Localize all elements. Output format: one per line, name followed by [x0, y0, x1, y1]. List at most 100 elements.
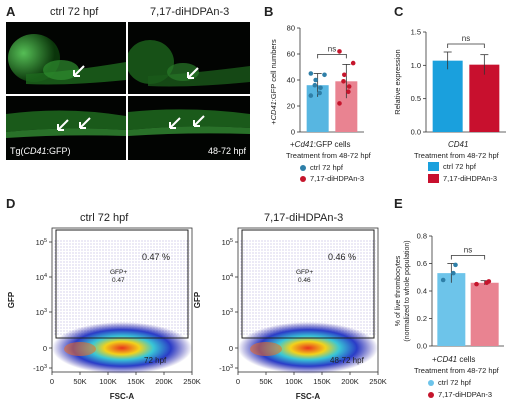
chart-e-ylabel-2: (normalized to whole population) — [404, 240, 411, 341]
y-tick-label: 80 — [287, 24, 295, 33]
gfp-gate — [55, 229, 189, 339]
data-point — [440, 277, 446, 283]
y-tick-label: 103 — [36, 308, 47, 317]
transgenic-line-label: Tg(CD41:GFP) — [10, 146, 71, 156]
x-tick-label: 200K — [341, 377, 359, 386]
legend-square-icon — [428, 174, 439, 183]
density-cloud — [52, 322, 192, 374]
fish-image-ctrl-upper — [6, 22, 126, 94]
data-point — [308, 71, 314, 76]
y-tick-label: 104 — [36, 273, 47, 282]
y-tick-label: 105 — [36, 238, 47, 247]
chart-b-treatment: Treatment from 48-72 hpf — [286, 151, 371, 160]
data-point — [486, 279, 492, 284]
gate-percent: 0.46 % — [328, 252, 356, 262]
y-tick-label: 0 — [291, 128, 295, 137]
panel-label-a: A — [6, 4, 16, 19]
bar — [437, 273, 466, 346]
fish-image-treated-upper — [128, 22, 250, 94]
flow-right-title: 7,17-diHDPAn-3 — [264, 212, 344, 224]
panel-label-b: B — [264, 4, 274, 19]
y-tick-label: 103 — [222, 308, 233, 317]
data-point — [342, 72, 347, 78]
gate-value: 0.47 — [112, 277, 125, 284]
data-point — [453, 262, 458, 268]
chart-b: 0 20 40 60 80 ns +CD41:GFP cell numbers — [269, 24, 364, 137]
y-tick-label: 40 — [287, 76, 295, 85]
x-tick-label: 100K — [285, 377, 303, 386]
significance-label: ns — [328, 44, 336, 53]
chart-e-ylabel-1: % of live thrombocytes — [395, 255, 402, 326]
y-tick-label: 0.0 — [417, 342, 427, 351]
panel-a-col-left: ctrl 72 hpf — [50, 6, 99, 18]
chart-c-legend-treated: 7,17-diHDPAn-3 — [428, 174, 497, 183]
panel-label-e: E — [394, 196, 403, 211]
x-tick-label: 150K — [313, 377, 331, 386]
y-tick-label: 104 — [222, 273, 233, 282]
data-point — [346, 84, 352, 89]
y-tick-label: 0.2 — [417, 314, 427, 323]
y-tick-label: -103 — [33, 364, 47, 373]
fish-image-ctrl-lower: Tg(CD41:GFP) — [6, 96, 126, 160]
y-tick-label: 0.5 — [411, 94, 421, 103]
data-point — [350, 60, 356, 66]
chart-b-ylabel: +CD41:GFP cell numbers — [269, 39, 278, 125]
x-tick-label: 200K — [155, 377, 173, 386]
chart-b-xlabel: +Cd41:GFP cells — [290, 140, 351, 149]
chart-c-treatment: Treatment from 48-72 hpf — [414, 151, 499, 160]
gate-percent: 0.47 % — [142, 252, 170, 262]
gfp-gate — [241, 229, 375, 339]
gate-name: GFP+ — [296, 269, 313, 276]
density-core — [250, 342, 282, 356]
y-tick-label: 0 — [43, 344, 47, 353]
y-tick-label: 0 — [229, 344, 233, 353]
panel-label-d: D — [6, 196, 16, 211]
flow-left-title: ctrl 72 hpf — [80, 212, 129, 224]
chart-e-legend-treated: 7,17-diHDPAn-3 — [428, 390, 492, 399]
flow-ylabel: GFP — [193, 291, 202, 308]
density-cloud — [238, 322, 378, 374]
treatment-window-label: 48-72 hpf — [207, 146, 246, 156]
y-tick-label: 0.8 — [417, 232, 427, 241]
panel-a-col-right: 7,17-diHDPAn-3 — [150, 6, 230, 18]
sample-label: 48-72 hpf — [330, 356, 365, 365]
chart-c: 0.0 0.5 1.0 1.5 ns Relative expression — [393, 28, 506, 137]
data-point — [337, 101, 342, 106]
data-point — [322, 72, 327, 78]
data-point — [308, 93, 314, 98]
data-point — [341, 79, 346, 84]
y-tick-label: 60 — [287, 50, 295, 59]
bar — [469, 64, 500, 132]
flow-xlabel: FSC-A — [110, 392, 135, 401]
sample-label: 72 hpf — [144, 356, 167, 365]
significance-bracket — [447, 43, 485, 48]
gate-name: GFP+ — [110, 269, 127, 276]
data-point — [312, 82, 318, 88]
y-tick-label: 1.0 — [411, 61, 421, 70]
y-tick-label: 0.0 — [411, 128, 421, 137]
significance-label: ns — [464, 246, 472, 255]
legend-dot-icon — [428, 391, 434, 398]
fish-image-treated-lower: 48-72 hpf — [128, 96, 250, 160]
gate-value: 0.46 — [298, 277, 311, 284]
x-tick-label: 250K — [369, 377, 387, 386]
y-tick-label: 1.5 — [411, 28, 421, 37]
x-tick-label: 50K — [259, 377, 272, 386]
flow-plots: 105 104 103 0 -103 0 50K 100K 150K 200K 250K FSC-A G… — [7, 227, 387, 401]
data-point — [318, 85, 323, 91]
chart-e: 0.0 0.2 0.4 0.6 0.8 ns % of live thrombocytes(… — [395, 232, 504, 351]
data-point — [346, 89, 351, 94]
significance-label: ns — [462, 34, 470, 43]
chart-e-legend-ctrl: ctrl 72 hpf — [428, 378, 471, 387]
event-scatter — [54, 240, 190, 335]
chart-c-legend-ctrl: ctrl 72 hpf — [428, 162, 476, 171]
data-point — [317, 90, 322, 96]
chart-e-treatment: Treatment from 48-72 hpf — [414, 366, 499, 375]
legend-dot-icon — [300, 164, 306, 171]
chart-b-legend-ctrl: ctrl 72 hpf — [300, 163, 343, 172]
density-core — [64, 342, 96, 356]
y-tick-label: 105 — [222, 238, 233, 247]
data-point — [313, 77, 318, 83]
bar — [335, 81, 358, 132]
